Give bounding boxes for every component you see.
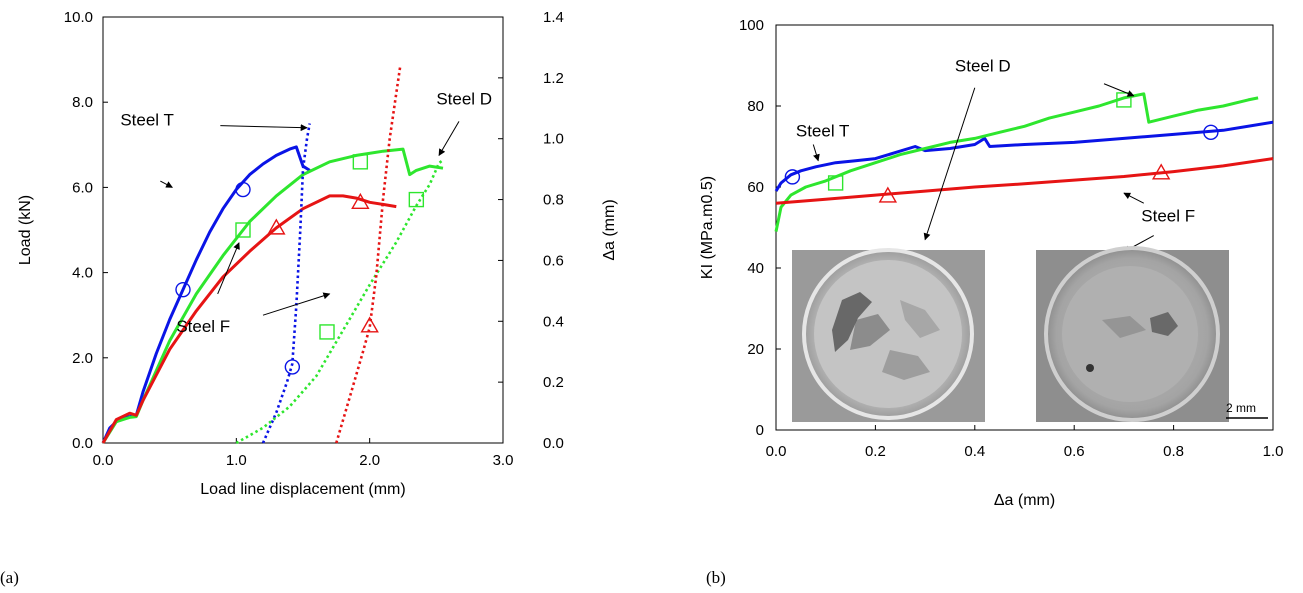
y2-tick-label: 0.0 (543, 435, 564, 452)
data-marker (235, 222, 251, 238)
data-marker (784, 169, 801, 185)
chart-a: 0.0 1.0 2.0 3.0 0.0 2.0 4.0 6.0 8.0 10.0 0.0 0.2 0.4… (17, 9, 618, 498)
y-tick-label: 60 (747, 179, 764, 196)
y2-tick-label: 0.8 (543, 192, 564, 209)
annotation-steel-f: Steel F (1141, 206, 1195, 225)
y-axis-label: KI (MPa.m0.5) (699, 176, 716, 279)
y2-tick-label: 0.6 (543, 252, 564, 269)
y2-tick-label: 0.4 (543, 313, 564, 330)
y-tick-label: 80 (747, 98, 764, 115)
series-steel-d-crack-growth (235, 158, 444, 445)
series-steel-t-load (101, 145, 311, 444)
data-marker (827, 175, 844, 191)
y-tick-label: 8.0 (72, 94, 93, 111)
y2-axis-label: Δa (mm) (601, 199, 618, 260)
annotation-arrow (217, 242, 240, 295)
y2-tick-label: 0.2 (543, 374, 564, 391)
data-marker (175, 281, 191, 298)
data-marker (352, 154, 369, 170)
x-tick-label: 0.0 (93, 452, 114, 469)
fracture-photo-steel-d (792, 248, 985, 422)
y-tick-label: 20 (747, 341, 764, 358)
annotation-steel-t: Steel T (120, 111, 174, 130)
series-steel-t-crack-growth (261, 123, 311, 444)
panel-label-a: (a) (0, 568, 19, 587)
annotation-arrow (262, 292, 331, 316)
data-marker (408, 191, 425, 208)
annotation-arrow (812, 144, 820, 162)
annotation-steel-f: Steel F (176, 317, 230, 336)
y2-tick-label: 1.2 (543, 70, 564, 87)
annotation-arrow (1103, 83, 1135, 97)
series-steel-f-load (101, 194, 397, 444)
annotation-arrow (438, 121, 460, 157)
x-tick-label: 1.0 (226, 452, 247, 469)
y2-tick-label: 1.0 (543, 131, 564, 148)
annotation-arrow (220, 124, 308, 132)
annotation-arrow (1123, 192, 1145, 204)
x-tick-label: 1.0 (1263, 443, 1284, 460)
y-tick-label: 4.0 (72, 265, 93, 282)
y-axis-label: Load (kN) (17, 195, 34, 265)
scale-bar-label: 2 mm (1226, 401, 1256, 415)
annotation-steel-t: Steel T (796, 121, 850, 140)
y2-tick-label: 1.4 (543, 9, 564, 26)
data-marker (1116, 92, 1132, 108)
annotation-arrow (160, 180, 173, 188)
scale-bar: 2 mm (1226, 401, 1268, 419)
annotation-arrow (923, 87, 976, 241)
data-marker (235, 181, 251, 198)
y-tick-label: 2.0 (72, 350, 93, 367)
x-tick-label: 3.0 (493, 452, 514, 469)
y-tick-label: 100 (739, 17, 764, 34)
series-steel-f-ki (775, 157, 1274, 205)
y-tick-label: 0 (756, 422, 764, 439)
annotation-steel-d: Steel D (436, 89, 492, 108)
y-tick-label: 40 (747, 260, 764, 277)
fracture-photo-steel-f (1036, 246, 1229, 422)
data-marker (284, 359, 301, 375)
series-steel-f-crack-growth (335, 65, 402, 444)
data-marker (351, 192, 370, 210)
x-tick-label: 0.0 (766, 443, 787, 460)
chart-b: 0.0 0.2 0.4 0.6 0.8 1.0 0 20 40 60 80 100 Δa (mm) KI … (699, 17, 1283, 509)
series-steel-d-load (101, 147, 444, 444)
data-marker (360, 316, 379, 333)
data-marker (878, 186, 898, 203)
x-tick-label: 0.2 (865, 443, 886, 460)
series-steel-d-ki (774, 92, 1259, 232)
x-tick-label: 0.6 (1064, 443, 1085, 460)
plot-frame-a (102, 16, 504, 444)
y-tick-label: 6.0 (72, 179, 93, 196)
y-tick-label: 0.0 (72, 435, 93, 452)
series-steel-t-ki (774, 120, 1274, 192)
panel-label-b: (b) (706, 568, 726, 587)
x-axis-label: Δa (mm) (994, 492, 1055, 509)
data-marker (1203, 124, 1219, 141)
annotation-steel-d: Steel D (955, 57, 1011, 76)
x-tick-label: 0.8 (1163, 443, 1184, 460)
data-marker (267, 218, 286, 235)
data-marker (319, 324, 335, 340)
y-tick-label: 10.0 (64, 9, 93, 26)
x-tick-label: 2.0 (359, 452, 380, 469)
x-axis-label: Load line displacement (mm) (200, 481, 405, 498)
data-marker (1151, 163, 1171, 180)
x-tick-label: 0.4 (964, 443, 985, 460)
